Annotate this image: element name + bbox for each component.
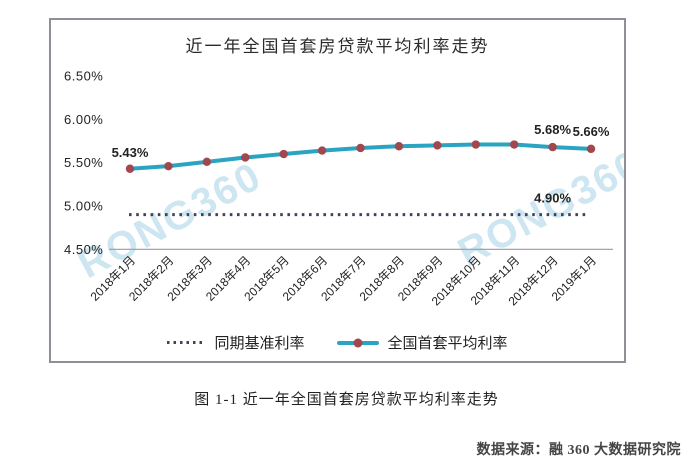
watermark-text-2: RONG360	[451, 142, 624, 275]
data-point-marker-6	[356, 143, 365, 153]
marker-dot-icon	[353, 338, 362, 347]
data-point-marker-9	[471, 140, 480, 149]
legend-item-average-rate: 全国首套平均利率	[336, 332, 508, 353]
dotted-line-swatch-icon	[167, 341, 206, 344]
y-tick-label-0: 6.50%	[64, 69, 103, 84]
data-label-2: 5.66%	[573, 124, 610, 139]
data-point-marker-5	[317, 146, 327, 155]
data-point-marker-7	[394, 142, 404, 151]
source-credit: 数据来源：融 360 大数据研究院	[476, 443, 681, 458]
figure-caption: 图 1-1 近一年全国首套房贷款平均利率走势	[194, 392, 499, 408]
legend-item-benchmark: 同期基准利率	[167, 332, 305, 353]
data-point-marker-0	[125, 164, 135, 173]
data-point-marker-11	[548, 142, 557, 152]
y-tick-label-4: 4.50%	[64, 242, 103, 257]
chart-title: 近一年全国首套房贷款平均利率走势	[185, 37, 490, 56]
y-tick-label-2: 5.50%	[64, 155, 103, 170]
data-label-3: 4.90%	[534, 191, 571, 206]
y-tick-label-1: 6.00%	[64, 112, 103, 127]
legend-label-benchmark: 同期基准利率	[214, 335, 305, 352]
y-tick-label-3: 5.00%	[64, 199, 103, 214]
data-point-marker-1	[164, 161, 173, 171]
data-label-1: 5.68%	[534, 122, 571, 137]
chart-legend: 同期基准利率 全国首套平均利率	[51, 332, 624, 353]
data-point-marker-4	[279, 149, 288, 159]
data-point-marker-3	[241, 153, 250, 162]
chart-plot-area: RONG360 RONG360 6.50% 6.00% 5.50% 5.00% 4.50% 2…	[49, 18, 626, 363]
data-point-marker-8	[433, 141, 442, 150]
data-label-0: 5.43%	[112, 145, 149, 160]
plot-canvas: RONG360 RONG3606.50%6.00%5.50%5.00%4.50%2…	[64, 69, 624, 309]
data-point-marker-10	[510, 140, 519, 149]
data-point-marker-12	[586, 144, 596, 154]
line-marker-swatch-icon	[336, 338, 379, 347]
legend-label-average-rate: 全国首套平均利率	[387, 335, 508, 352]
data-point-marker-2	[202, 157, 212, 167]
